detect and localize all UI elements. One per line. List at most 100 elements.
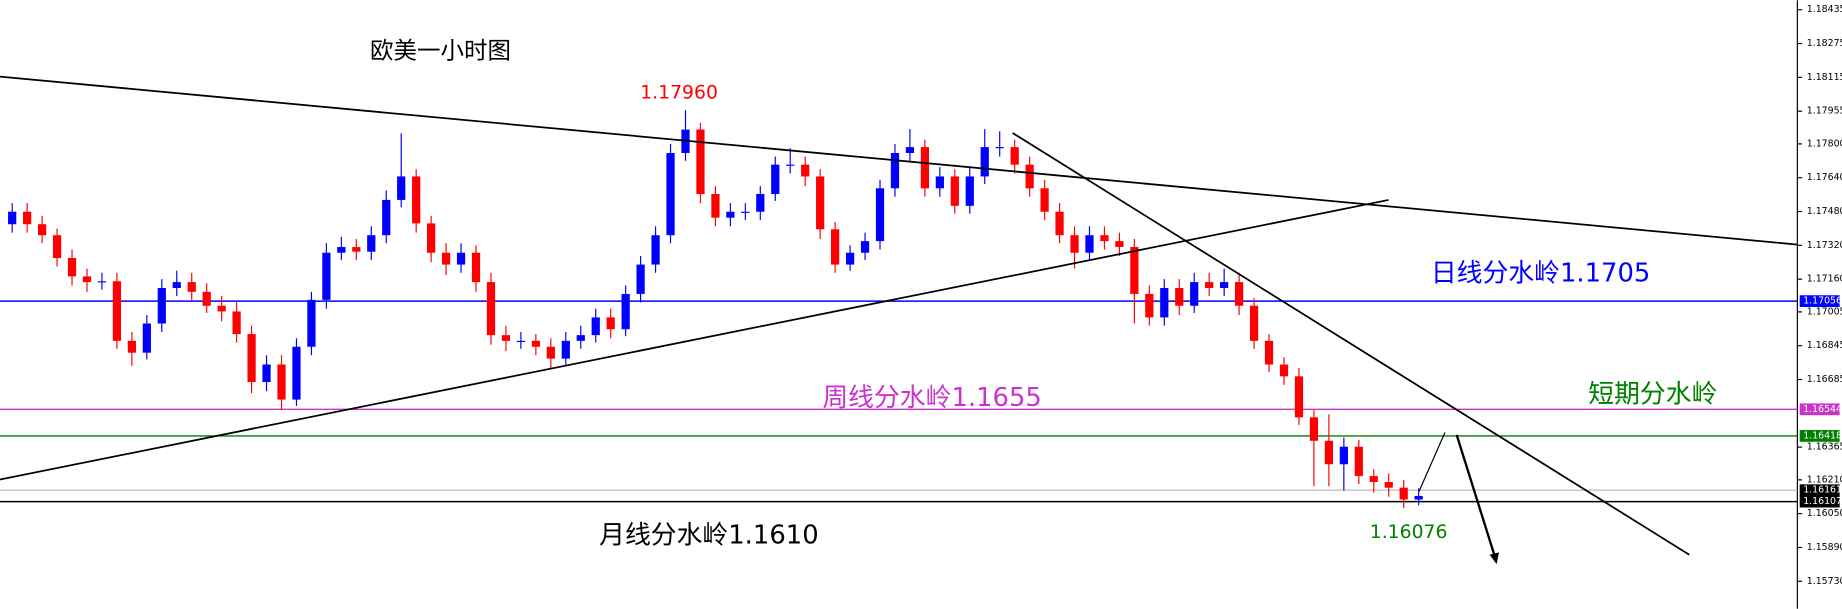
candle-body: [157, 288, 166, 324]
candle-body: [636, 264, 645, 294]
candle-body: [1115, 241, 1124, 248]
candle-body: [1205, 282, 1214, 289]
price-axis: 1.18435 1.18275 1.18115 1.17955 1.17800 1.176…: [1797, 4, 1842, 587]
candle-body: [1414, 495, 1423, 500]
trend-line: [1012, 132, 1690, 556]
candle-body: [980, 147, 989, 177]
candle-body: [606, 317, 615, 330]
candle-body: [1294, 376, 1304, 418]
chart-title: 欧美一小时图: [370, 36, 511, 64]
y-tick-label: 1.18435: [1807, 4, 1842, 15]
candle-body: [247, 334, 256, 383]
candle-body: [1100, 235, 1109, 242]
level-tag-label: 1.16418: [1803, 430, 1842, 441]
candle-body: [1085, 235, 1094, 253]
candle-body: [23, 211, 32, 225]
candle-body: [471, 252, 481, 283]
level-tag-label: 1.16544: [1803, 404, 1842, 415]
candle-body: [1130, 247, 1139, 294]
candle-body: [516, 340, 526, 343]
y-tick-label: 1.16845: [1807, 340, 1842, 351]
candle-body: [860, 241, 870, 253]
candle-body: [1055, 211, 1064, 236]
candle-body: [741, 211, 750, 213]
level-tag: [1799, 295, 1840, 307]
weekly-level-label: 周线分水岭1.1655: [822, 383, 1042, 413]
candle-body: [8, 211, 17, 225]
candle-body: [1040, 188, 1049, 212]
y-tick-label: 1.16210: [1807, 474, 1842, 485]
low-label: 1.16076: [1370, 522, 1448, 543]
level-tag: [1799, 484, 1840, 497]
candle-body: [322, 252, 331, 300]
candle-body: [292, 346, 301, 400]
candle-body: [486, 282, 496, 336]
level-tag-label: 1.17056: [1803, 296, 1842, 307]
y-tick-label: 1.15890: [1807, 542, 1842, 553]
level-tag: [1799, 495, 1840, 508]
candle-body: [965, 176, 974, 206]
candle-body: [82, 276, 92, 283]
candle-body: [1369, 476, 1378, 482]
candle-body: [845, 252, 855, 265]
candle-body: [97, 281, 107, 283]
candle-body: [696, 129, 705, 194]
y-tick-label: 1.15730: [1807, 576, 1842, 587]
candle-body: [427, 223, 436, 253]
projection-line: [1418, 432, 1446, 492]
candle-body: [217, 305, 226, 312]
candle-body: [172, 282, 181, 289]
y-tick-label: 1.17640: [1807, 172, 1842, 183]
y-tick-label: 1.17955: [1807, 106, 1842, 117]
y-tick-label: 1.18275: [1807, 38, 1842, 49]
candle-body: [1399, 487, 1408, 500]
candle-body: [561, 340, 570, 359]
candle-body: [576, 335, 585, 341]
level-tag: [1799, 403, 1840, 416]
candle-body: [52, 235, 62, 259]
daily-level-label: 日线分水岭1.1705: [1431, 258, 1651, 288]
candle-body: [127, 340, 136, 353]
candle-body: [666, 153, 675, 236]
candle-body: [441, 252, 451, 265]
y-tick-label: 1.16050: [1807, 508, 1842, 519]
candle-body: [816, 176, 825, 230]
y-tick-label: 1.17160: [1807, 274, 1842, 285]
candle-body: [352, 247, 361, 252]
candle-body: [1190, 282, 1199, 306]
high-label: 1.17960: [640, 83, 718, 104]
monthly-level-label: 月线分水岭1.1610: [599, 520, 819, 550]
candle-body: [307, 299, 316, 347]
candle-body: [995, 147, 1004, 149]
candle-body: [756, 193, 765, 212]
level-tag-label: 1.16107: [1803, 496, 1842, 507]
candle-body: [142, 323, 151, 353]
candle-body: [1279, 364, 1289, 377]
candle-body: [1354, 446, 1363, 477]
candle-body: [905, 147, 915, 154]
candle-body: [801, 164, 810, 177]
candle-body: [232, 311, 241, 335]
candle-body: [67, 258, 77, 277]
candle-body: [950, 176, 959, 206]
candle-body: [546, 346, 555, 359]
candle-body: [37, 224, 47, 236]
candle-body: [501, 335, 511, 341]
short-term-level-label: 短期分水岭: [1588, 379, 1717, 409]
candle-body: [382, 199, 391, 236]
candle-body: [771, 164, 780, 194]
y-tick-label: 1.17005: [1807, 306, 1842, 317]
candle-body: [456, 252, 466, 265]
candle-body: [337, 247, 346, 253]
candle-body: [651, 235, 660, 265]
candle-body: [367, 235, 376, 252]
candle-body: [1070, 235, 1079, 253]
trend-line: [0, 199, 1389, 481]
candle-body: [1175, 288, 1184, 306]
candle-body: [875, 188, 885, 242]
y-tick-label: 1.17800: [1807, 138, 1842, 149]
y-tick-label: 1.17480: [1807, 206, 1842, 217]
